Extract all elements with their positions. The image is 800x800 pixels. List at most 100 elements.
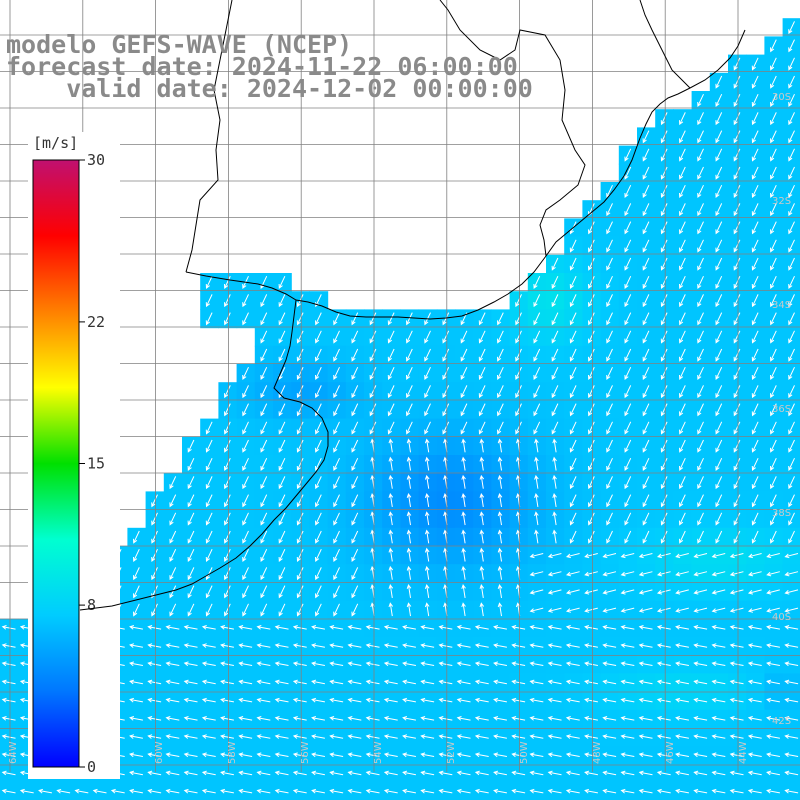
wind-arrow [656,625,671,630]
wind-arrow [260,294,268,308]
wind-arrow [624,203,632,217]
wind-arrow [679,421,686,435]
wind-arrow [224,421,231,435]
wind-arrow [602,553,617,559]
wind-arrow [1,625,16,630]
wind-arrow [278,330,286,344]
lon-label: 44W [738,741,749,764]
wind-arrow [606,366,613,380]
lon-label: 54W [373,741,384,764]
wind-arrow [388,565,394,580]
lon-label: 60W [154,741,165,764]
wind-arrow [456,697,471,703]
wind-arrow [497,366,504,380]
wind-arrow [402,625,416,630]
wind-arrow [497,493,503,507]
wind-arrow [642,348,650,362]
wind-arrow [656,571,671,577]
wind-arrow [479,474,485,489]
wind-arrow [733,148,741,162]
wind-arrow [729,643,744,648]
wind-arrow [588,494,595,508]
wind-arrow [584,607,598,613]
wind-arrow [133,548,140,562]
wind-arrow [529,679,544,685]
colorbar: [m/s] 30 22 15 8 0 [28,132,120,779]
wind-arrow [660,275,668,289]
wind-arrow [533,330,541,344]
wind-arrow [424,366,431,380]
wind-arrow [697,203,704,217]
lat-label: 32S [772,196,791,207]
wind-arrow [220,625,234,630]
wind-arrow [638,716,653,721]
wind-arrow [329,788,344,794]
wind-arrow [461,547,466,562]
wind-arrow [715,93,723,107]
wind-arrow [569,366,577,380]
wind-arrow [660,203,668,217]
wind-arrow [606,494,613,508]
wind-arrow [697,421,704,435]
wind-arrow [296,512,304,526]
wind-arrow [406,421,413,435]
wind-arrow [183,734,198,739]
wind-arrow [274,770,289,776]
wind-arrow [220,661,234,667]
wind-arrow [511,770,526,776]
wind-arrow [533,403,541,417]
wind-arrow [569,421,577,435]
wind-arrow [751,239,759,253]
wind-arrow [715,366,723,380]
wind-arrow [74,788,89,794]
wind-arrow [187,512,195,526]
wind-arrow [584,679,598,685]
wind-arrow [693,553,708,559]
wind-arrow [438,734,453,739]
wind-arrow [224,403,231,417]
wind-arrow [751,494,759,508]
wind-arrow [751,130,759,144]
wind-arrow [770,530,777,544]
wind-arrow [205,439,213,453]
wind-arrow [351,530,359,544]
wind-arrow [497,565,503,580]
wind-arrow [602,788,617,794]
wind-arrow [569,403,577,417]
wind-arrow [383,661,398,667]
wind-arrow [474,625,489,630]
wind-arrow [311,661,325,667]
wind-arrow [424,602,430,617]
wind-arrow [552,493,557,507]
wind-arrow [315,603,322,617]
wind-arrow [675,752,689,758]
wind-arrow [715,166,723,180]
wind-arrow [642,275,650,289]
wind-arrow [620,770,635,776]
wind-arrow [296,312,304,326]
colorbar-tick-label: 8 [87,596,96,614]
wind-arrow [697,457,704,471]
wind-arrow [478,403,486,417]
wind-arrow [679,130,686,144]
wind-arrow [679,166,686,180]
wind-arrow [533,385,541,399]
wind-arrow [788,57,795,71]
wind-arrow [296,421,304,435]
wind-arrow [260,421,268,435]
wind-arrow [329,679,344,685]
wind-arrow [770,494,777,508]
wind-arrow [402,661,416,667]
wind-arrow [260,385,268,399]
wind-arrow [460,403,468,417]
wind-arrow [201,643,216,648]
wind-arrow [747,571,762,577]
wind-arrow [460,366,468,380]
wind-arrow [660,239,668,253]
wind-arrow [747,716,762,721]
wind-arrow [201,661,216,667]
wind-arrow [1,716,16,721]
wind-arrows [1,21,799,794]
wind-arrow [260,312,268,326]
